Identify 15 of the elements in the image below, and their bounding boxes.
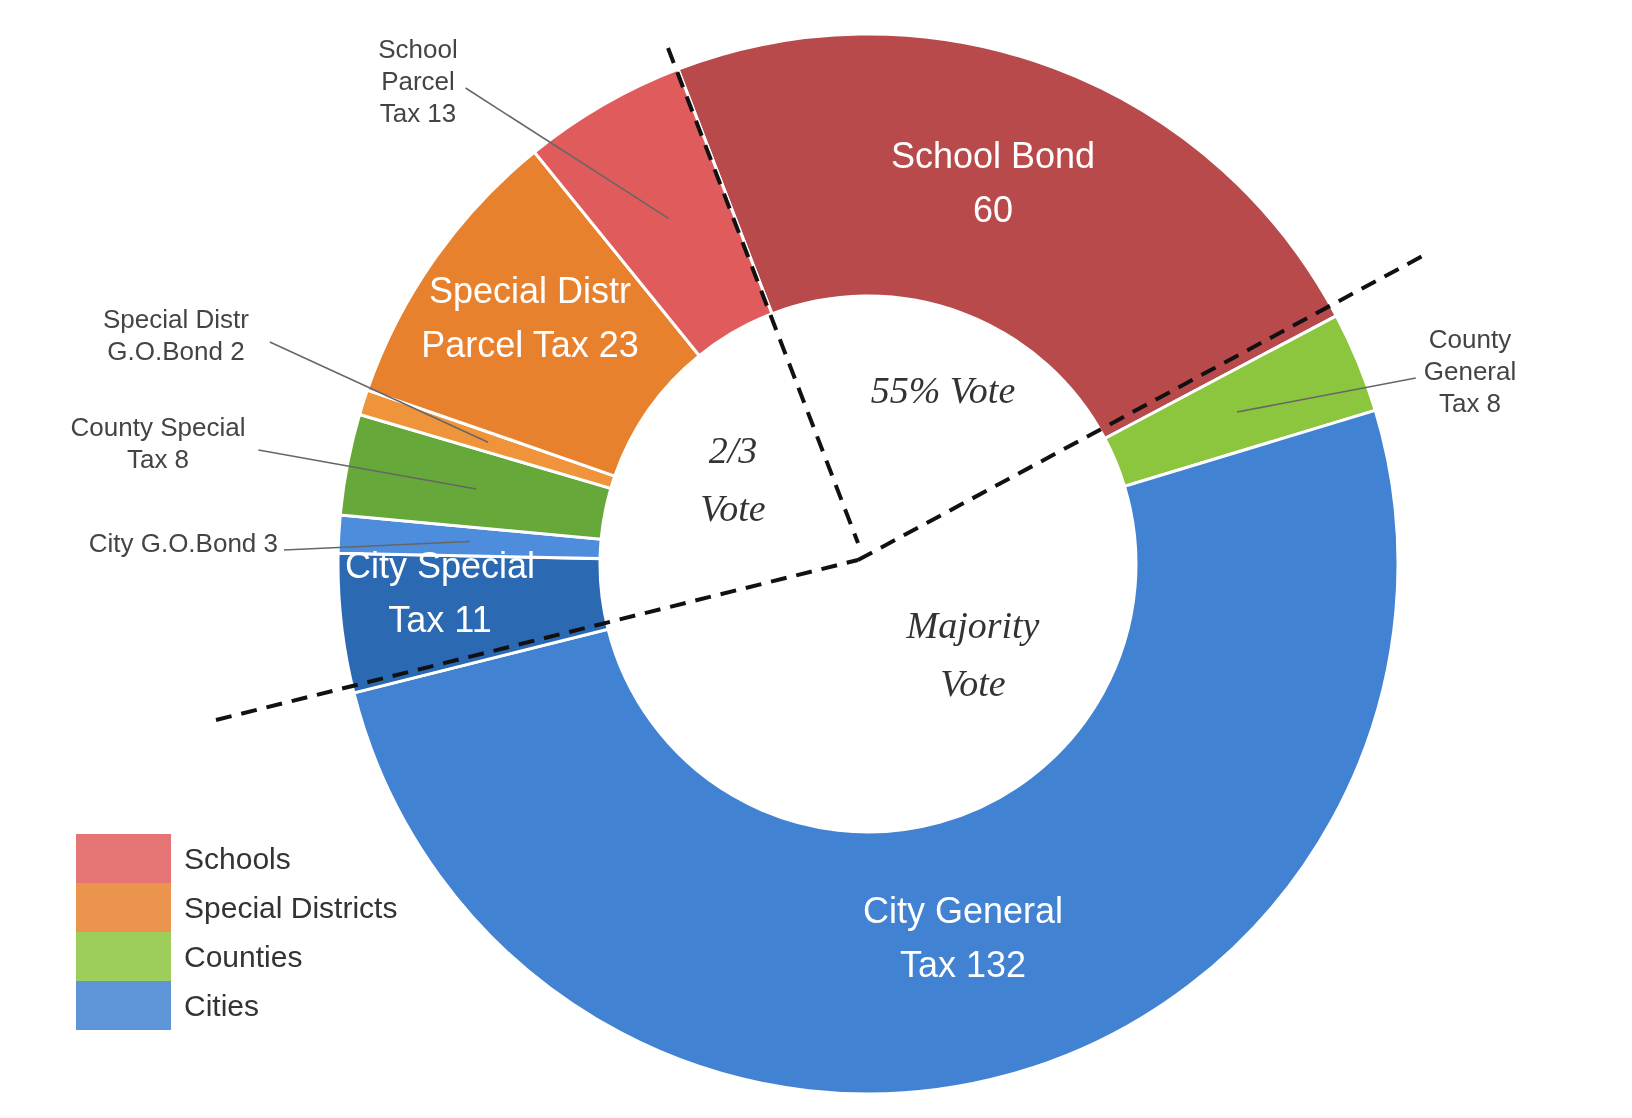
slice-label: County General Tax 8 [1423, 324, 1517, 418]
slice-label: Special Distr Parcel Tax 23 [421, 270, 639, 365]
text: Schools [184, 842, 291, 875]
text: Cities [184, 989, 260, 1022]
text: 2/3 Vote [700, 429, 766, 529]
text: 55% Vote [870, 369, 1016, 411]
slice-label: Special Distr G.O.Bond 2 [103, 304, 250, 366]
text: Special Districts [184, 891, 398, 924]
text: Counties [184, 940, 303, 973]
slice-label: City G.O.Bond 3 [88, 528, 278, 558]
slice-label: School Bond 60 [890, 135, 1096, 230]
text: Majority Vote [905, 604, 1040, 704]
slice-label: City General Tax 132 [862, 890, 1064, 985]
slice-label: County Special Tax 8 [70, 412, 246, 474]
slice-label: School Parcel Tax 13 [378, 34, 458, 128]
